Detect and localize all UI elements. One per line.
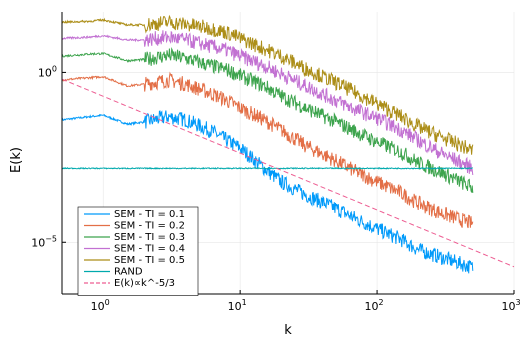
x-tick-label: 100 — [91, 298, 110, 313]
legend-label: SEM - TI = 0.4 — [114, 244, 185, 255]
legend-box — [77, 206, 199, 296]
legend-label: SEM - TI = 0.5 — [114, 255, 185, 266]
legend-label: SEM - TI = 0.1 — [114, 209, 185, 220]
legend-label: RAND — [114, 267, 143, 278]
series-line — [61, 71, 474, 229]
series-line — [61, 166, 474, 170]
legend-label: SEM - TI = 0.2 — [114, 221, 185, 232]
x-tick-label: 102 — [365, 298, 384, 313]
series-line — [61, 14, 474, 155]
x-tick-label: 101 — [228, 298, 247, 313]
legend-label: E(k)∝k^-5/3 — [114, 278, 175, 289]
y-tick-label: 10−5 — [31, 234, 57, 249]
series-line — [61, 47, 474, 193]
x-tick-label: 103 — [501, 298, 520, 313]
y-tick-label: 100 — [38, 64, 57, 79]
series-line — [61, 78, 515, 268]
plot-lines — [61, 14, 515, 274]
x-axis-label: k — [284, 323, 292, 338]
legend-label: SEM - TI = 0.3 — [114, 232, 185, 243]
y-axis-label: E(k) — [9, 147, 24, 173]
series-line — [61, 30, 474, 176]
tick-labels: 100 101 102 103 100 10−5 — [31, 64, 520, 313]
